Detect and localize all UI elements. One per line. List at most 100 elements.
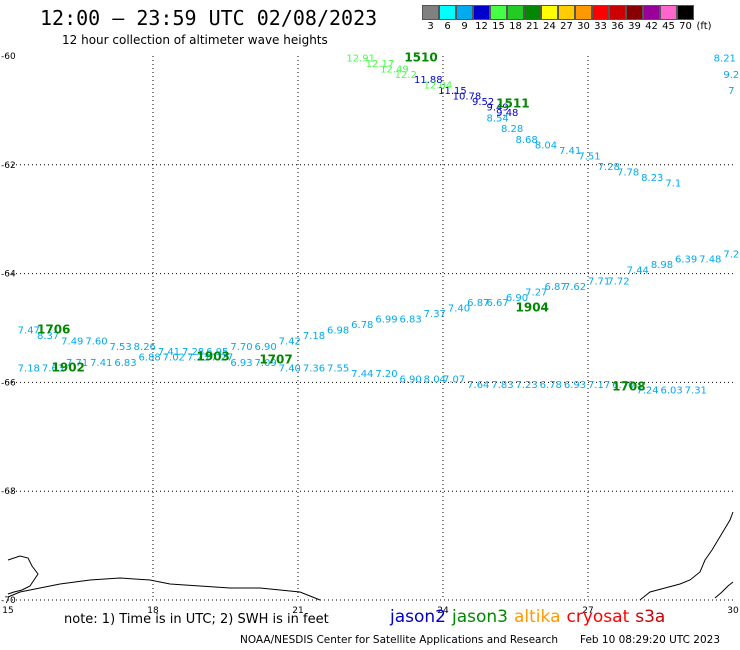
swh-data-label: 6.93	[230, 358, 252, 369]
mission-jason2: jason2	[390, 607, 446, 627]
swh-data-label: 8.68	[516, 135, 538, 146]
swh-data-label: 9.52	[472, 97, 494, 108]
scale-swatch	[541, 5, 558, 20]
pass-labels: 1510 1511 1706 1902 1903 1707 1904 1708	[37, 50, 646, 393]
scale-label: 36	[611, 21, 624, 32]
swh-data-label: 7.40	[279, 364, 301, 375]
y-tick-label: -64	[1, 270, 16, 280]
color-scale	[422, 5, 694, 20]
swh-data-label: 7.17	[588, 380, 610, 391]
mission-altika: altika	[514, 607, 561, 627]
scale-swatch	[507, 5, 524, 20]
scale-swatch	[592, 5, 609, 20]
swh-data-label: 7.07	[443, 374, 465, 385]
scale-swatch	[422, 5, 439, 20]
swh-data-label: 9.2	[723, 70, 739, 81]
swh-data-label: 6.03	[661, 385, 683, 396]
y-tick-label: -62	[1, 161, 16, 171]
swh-data-label: 6.39	[675, 255, 697, 266]
scale-swatch	[575, 5, 592, 20]
swh-data-label: 6.95	[206, 347, 228, 358]
scale-label: 42	[645, 21, 658, 32]
swh-data-label: 7	[728, 86, 734, 97]
scale-swatch	[609, 5, 626, 20]
swh-data-label: 11.88	[414, 75, 443, 86]
swh-data-label: 7.49	[61, 336, 83, 347]
swh-data-label: 7.28	[598, 162, 620, 173]
pass-number-label: 1510	[404, 50, 437, 64]
scale-label: 9	[461, 21, 468, 32]
swh-data-label: 6.98	[327, 325, 349, 336]
scale-swatch	[677, 5, 694, 20]
swh-data-label: 7.31	[685, 385, 707, 396]
swh-data-label: 8.28	[501, 124, 523, 135]
swh-data-label: 6.93	[564, 380, 586, 391]
swh-data-label: 6.78	[351, 320, 373, 331]
swh-data-label: 6.99	[375, 315, 397, 326]
swh-data-label: 12.91	[346, 53, 375, 64]
scale-swatch	[660, 5, 677, 20]
swh-data-label: 7.51	[578, 151, 600, 162]
footer-note: note: 1) Time is in UTC; 2) SWH is in fe…	[64, 612, 329, 627]
scale-label: 39	[628, 21, 641, 32]
y-tick-label: -70	[1, 596, 16, 606]
swh-data-label: 7.48	[699, 255, 721, 266]
coastline	[7, 511, 734, 601]
swh-data-label: 6.70	[612, 380, 634, 391]
swh-data-label: 7.24	[636, 385, 658, 396]
swh-data-label: 7.02	[163, 353, 185, 364]
scale-label: 27	[560, 21, 573, 32]
scale-label: 24	[543, 21, 556, 32]
scale-label: 70	[679, 21, 692, 32]
swh-data-label: 7.72	[607, 276, 629, 287]
swh-data-label: 7.83	[491, 380, 513, 391]
scale-label: 45	[662, 21, 675, 32]
swh-data-label: 6.90	[506, 293, 528, 304]
scale-label: 18	[509, 21, 522, 32]
swh-data-label: 6.88	[139, 353, 161, 364]
scale-label: 33	[594, 21, 607, 32]
swh-data-label: 9.48	[496, 108, 518, 119]
swh-data-label: 11.15	[438, 86, 467, 97]
swh-data-label: 8.23	[641, 173, 663, 184]
swh-data-label: 6.90	[400, 374, 422, 385]
scale-swatch	[439, 5, 456, 20]
scale-label: 12	[475, 21, 488, 32]
swh-data-label: 7.42	[279, 336, 301, 347]
swh-data-label: 7.27	[211, 353, 233, 364]
chart-title: 12:00 – 23:59 UTC 02/08/2023	[40, 6, 378, 30]
coastline-segment	[7, 577, 321, 601]
y-tick-label: -68	[1, 487, 16, 497]
swh-data-label: 12.04	[424, 81, 453, 92]
pass-number-label: 1903	[197, 350, 230, 364]
scale-swatch	[473, 5, 490, 20]
swh-data-label: 7.37	[424, 309, 446, 320]
coastline-segment	[714, 581, 734, 599]
swh-data-label: 7.1	[665, 179, 681, 190]
swh-data-label: 7.55	[327, 364, 349, 375]
swh-data-label: 7.44	[627, 266, 649, 277]
swh-data-label: 8.98	[651, 260, 673, 271]
swh-data-label: 12.49	[380, 64, 409, 75]
credit-text: NOAA/NESDIS Center for Satellite Applica…	[240, 634, 558, 646]
swh-data-label: 7.36	[303, 364, 325, 375]
axis-ticks: 15 18 21 24 27 30 -60 -62 -64 -66 -68 -70	[1, 52, 739, 616]
swh-data-label: 8.04	[535, 140, 557, 151]
x-tick-label: 18	[147, 606, 159, 616]
swh-data-label: 6.83	[114, 358, 136, 369]
swh-data-label: 8.26	[134, 342, 156, 353]
swh-data-label: 7.44	[351, 369, 373, 380]
x-tick-label: 24	[437, 606, 449, 616]
swh-data-label: 6.90	[255, 342, 277, 353]
scale-swatch	[558, 5, 575, 20]
scale-swatch	[643, 5, 660, 20]
y-tick-label: -66	[1, 378, 16, 388]
swh-data-label: 8.21	[714, 53, 736, 64]
swh-data-label: 7.28	[182, 347, 204, 358]
swh-data-label: 6.78	[540, 380, 562, 391]
swh-data-label: 12.2	[395, 70, 417, 81]
swh-data-label: 7.40	[448, 304, 470, 315]
data-points: 8.219.278.548.288.688.04 7.417.517.287.78…	[18, 53, 740, 396]
scale-label: 3	[427, 21, 434, 32]
